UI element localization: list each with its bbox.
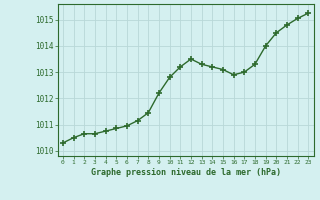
X-axis label: Graphe pression niveau de la mer (hPa): Graphe pression niveau de la mer (hPa) — [91, 168, 281, 177]
